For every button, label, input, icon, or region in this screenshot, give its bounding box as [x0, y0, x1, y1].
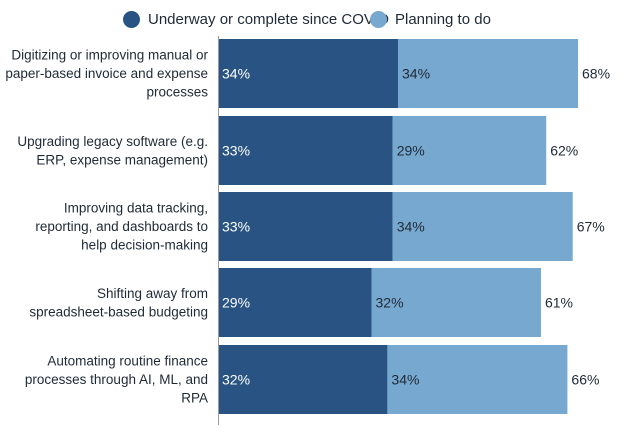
data-label-planning-1: 29%	[397, 143, 425, 159]
bar-underway-3	[218, 268, 372, 337]
category-label-line: Upgrading legacy software (e.g.	[17, 134, 208, 149]
category-label-2: Improving data tracking, reporting, and d…	[35, 201, 208, 253]
category-label-4: Automating routine finance processes thro…	[25, 354, 208, 406]
category-label-line: Digitizing or improving manual or	[11, 48, 208, 63]
bar-underway-4	[218, 345, 388, 414]
category-label-line: reporting, and dashboards to	[35, 219, 208, 234]
data-label-underway-0: 34%	[222, 66, 250, 82]
data-label-planning-4: 34%	[391, 372, 419, 388]
category-label-line: spreadsheet-based budgeting	[29, 304, 208, 319]
category-label-line: paper-based invoice and expense	[5, 66, 208, 81]
bar-planning-3	[371, 268, 541, 337]
data-label-underway-3: 29%	[222, 295, 250, 311]
legend-item-planning: Planning to do	[370, 8, 491, 30]
category-label-line: processes	[146, 85, 208, 100]
category-label-line: ERP, expense management)	[36, 152, 208, 167]
category-label-line: Shifting away from	[97, 286, 208, 301]
legend-label-underway: Underway or complete since COVID	[148, 10, 389, 28]
data-label-planning-0: 34%	[402, 66, 430, 82]
bar-underway-1	[218, 116, 393, 185]
total-label-2: 67%	[577, 219, 605, 235]
legend-label-planning: Planning to do	[395, 10, 491, 28]
bar-underway-2	[218, 192, 393, 261]
category-label-line: RPA	[181, 391, 208, 406]
data-label-underway-1: 33%	[222, 143, 250, 159]
data-label-underway-2: 33%	[222, 219, 250, 235]
category-label-1: Upgrading legacy software (e.g. ERP, expe…	[17, 134, 208, 168]
category-label-line: Automating routine finance	[47, 354, 208, 369]
data-label-planning-2: 34%	[397, 219, 425, 235]
legend-item-underway: Underway or complete since COVID	[123, 8, 389, 30]
total-label-3: 61%	[545, 295, 573, 311]
total-label-0: 68%	[582, 66, 610, 82]
legend-swatch-planning	[370, 10, 387, 28]
legend: Underway or complete since COVID Plannin…	[0, 6, 624, 32]
bar-planning-0	[398, 39, 578, 108]
category-label-0: Digitizing or improving manual or paper-b…	[5, 48, 208, 100]
bar-planning-4	[387, 345, 568, 414]
category-label-line: help decision-making	[81, 238, 208, 253]
category-label-3: Shifting away from spreadsheet-based budg…	[29, 286, 208, 320]
category-label-line: Improving data tracking,	[64, 201, 208, 216]
category-label-line: processes through AI, ML, and	[25, 372, 208, 387]
bar-underway-0	[218, 39, 398, 108]
total-label-4: 66%	[571, 372, 599, 388]
bar-planning-1	[392, 116, 547, 185]
data-label-underway-4: 32%	[222, 372, 250, 388]
total-label-1: 62%	[550, 143, 578, 159]
bar-planning-2	[392, 192, 573, 261]
legend-swatch-underway	[123, 10, 140, 28]
data-label-planning-3: 32%	[376, 295, 404, 311]
